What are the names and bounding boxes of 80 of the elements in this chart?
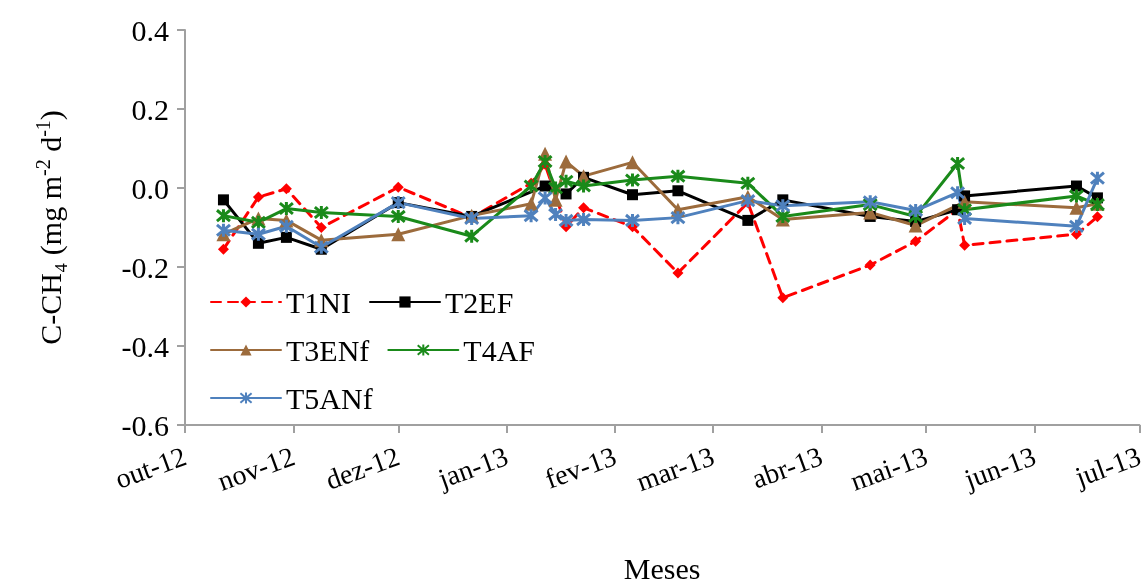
point <box>1068 187 1085 204</box>
point <box>313 204 330 221</box>
point <box>215 207 232 224</box>
point <box>626 189 638 201</box>
point <box>672 185 684 197</box>
point <box>463 228 480 245</box>
point <box>739 175 756 192</box>
point <box>949 155 966 172</box>
point <box>560 188 572 200</box>
point <box>215 222 232 239</box>
x-tick-label: jan-13 <box>433 440 512 495</box>
point <box>774 197 791 214</box>
point <box>910 235 922 247</box>
point <box>669 168 686 185</box>
x-tick-label: abr-13 <box>747 440 827 495</box>
point <box>391 227 406 242</box>
point <box>278 200 295 217</box>
point <box>907 202 924 219</box>
x-axis-title: Meses <box>623 551 701 585</box>
point <box>575 211 592 228</box>
y-axis-title: C-CH₄ (mg m-2 d-1) <box>32 110 68 345</box>
point <box>523 178 540 195</box>
legend-label: T5ANf <box>286 381 373 415</box>
point <box>217 243 229 255</box>
point <box>315 222 327 233</box>
legend-label: T2EF <box>444 285 514 319</box>
point <box>217 194 229 206</box>
x-tick-label: mar-13 <box>632 440 719 498</box>
point <box>537 153 554 170</box>
point <box>864 259 876 271</box>
point <box>390 208 407 225</box>
x-tick-label: jul-13 <box>1070 440 1145 493</box>
point <box>1091 211 1103 223</box>
point <box>250 226 267 243</box>
point <box>547 180 564 196</box>
point <box>1089 170 1106 187</box>
point <box>959 239 971 251</box>
point <box>739 192 756 209</box>
point <box>624 212 641 229</box>
point <box>313 239 330 256</box>
y-tick-label: -0.6 <box>121 408 169 442</box>
legend-label: T3ENf <box>286 333 370 367</box>
point <box>280 231 292 243</box>
legend-label: T4AF <box>463 333 535 367</box>
y-tick-label: 0.0 <box>131 171 169 205</box>
x-tick-label: jun-13 <box>959 440 1040 495</box>
point <box>742 214 754 226</box>
point <box>1069 200 1084 215</box>
point <box>575 178 592 195</box>
y-tick-label: 0.2 <box>131 92 169 126</box>
point <box>252 191 264 203</box>
point <box>558 173 575 190</box>
point <box>672 267 684 279</box>
point <box>669 209 686 226</box>
point <box>537 189 554 206</box>
x-tick-label: dez-12 <box>321 440 404 496</box>
x-tick-label: mai-13 <box>846 440 932 497</box>
y-tick-label: 0.4 <box>131 13 169 47</box>
point <box>280 183 292 195</box>
point <box>949 184 966 201</box>
x-tick-label: fev-13 <box>541 440 621 495</box>
x-tick-label: out-12 <box>111 440 191 495</box>
point <box>1068 218 1085 235</box>
point <box>559 154 574 169</box>
point <box>523 207 540 224</box>
y-tick-label: -0.2 <box>121 250 169 284</box>
point <box>956 210 973 227</box>
point <box>392 181 404 193</box>
legend-label: T1NI <box>286 285 351 319</box>
point <box>547 206 564 223</box>
point <box>777 292 789 304</box>
point <box>625 155 640 170</box>
x-tick-label: nov-12 <box>213 440 299 497</box>
point <box>578 202 590 214</box>
point <box>558 212 575 229</box>
point <box>774 208 791 225</box>
y-tick-label: -0.4 <box>121 329 169 363</box>
point <box>624 172 641 189</box>
point <box>250 214 267 231</box>
point <box>278 218 295 235</box>
